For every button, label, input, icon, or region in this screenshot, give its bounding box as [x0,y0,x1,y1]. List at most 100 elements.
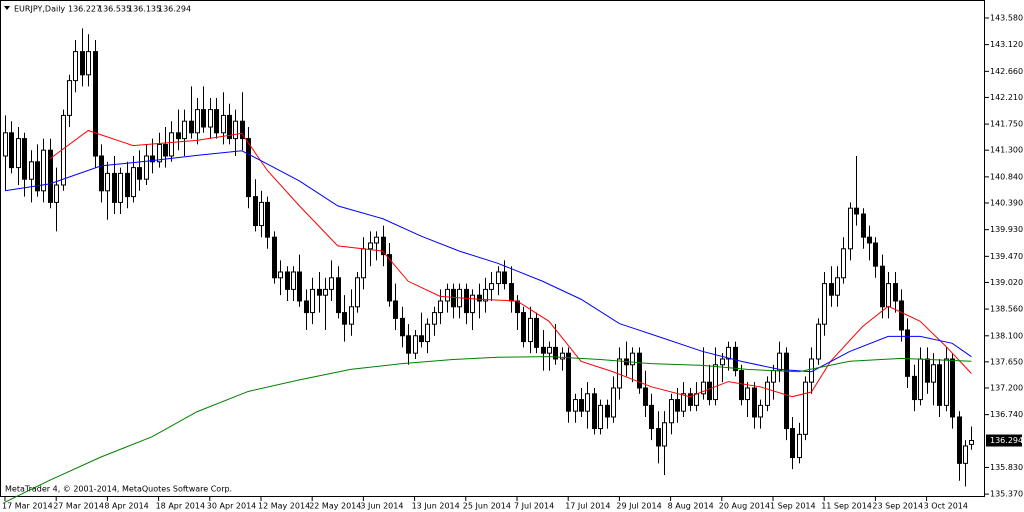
low: 136.135 [128,5,161,14]
price-label: 136.294 [990,436,1023,445]
menu-icon[interactable] [4,6,10,10]
x-tick-label: 13 Jun 2014 [412,502,460,511]
candle-body [688,393,693,406]
candle-body [521,312,526,343]
y-tick-label: 138.560 [990,305,1023,314]
candle-body [137,167,142,180]
candle-body [573,399,578,412]
candle-body [323,288,328,296]
candle-body [464,288,469,314]
candle-body [656,428,661,447]
candle-body [214,109,219,134]
candle-body [361,248,366,279]
candle-body [259,201,264,227]
candle-body [925,358,930,383]
price-box [986,434,1022,447]
candle-body [317,288,322,296]
x-tick-label: 20 Aug 2014 [719,502,770,511]
candle-body [592,393,597,430]
candle-body [669,399,674,424]
candle-body [355,277,360,308]
y-tick-label: 135.830 [990,463,1023,472]
candle-body [432,312,437,325]
candle-body [528,317,533,343]
candle-body [752,387,757,418]
candle-body [969,440,974,445]
x-tick-label: 8 Apr 2014 [104,502,148,511]
candle-body [169,132,174,157]
candle-body [681,393,686,412]
candle-body [406,335,411,354]
candle-body [477,294,482,302]
candle-body [163,143,168,157]
candle-body [29,161,34,180]
candle-body [841,248,846,279]
candle-body [720,358,725,366]
x-tick-label: 27 Mar 2014 [53,502,104,511]
x-tick-label: 3 Oct 2014 [924,502,968,511]
candle-body [201,109,206,128]
candle-body [502,271,507,285]
candle-body [189,120,194,134]
x-tick-label: 17 Mar 2014 [2,502,53,511]
x-tick-label: 25 Jun 2014 [463,502,511,511]
candle-body [547,346,552,354]
candle-body [310,288,315,314]
candle-body [912,375,917,401]
candle-body [803,381,808,435]
candle-body [918,358,923,401]
candle-body [886,283,891,308]
y-tick-label: 139.930 [990,225,1023,234]
x-tick-label: 1 Sep 2014 [770,502,816,511]
candle-body [905,329,910,377]
candle-body [611,387,616,418]
x-tick-label: 22 May 2014 [309,502,361,511]
candle-body [873,242,878,267]
candle-body [489,283,494,290]
candle-body [726,346,731,360]
candle-body [41,149,46,192]
candle-body [643,387,648,406]
candle-body [854,207,859,215]
candle-body [221,114,226,134]
candle-body [291,271,296,290]
candle-body [240,120,245,140]
candle-body [553,346,558,360]
candle-body [368,242,373,250]
candle-body [413,335,418,354]
candle-body [861,213,866,238]
candle-body [483,288,488,302]
candle-body [304,300,309,314]
y-tick-label: 140.840 [990,172,1023,181]
candle-body [694,393,699,406]
candle-body [566,352,571,412]
candle-body [496,271,501,285]
candle-body [195,109,200,134]
candle-body [649,404,654,430]
candle-body [233,120,238,140]
candle-body [950,358,955,418]
candle-body [86,51,91,76]
x-tick-label: 29 Jul 2014 [616,502,661,511]
candle-body [585,393,590,412]
y-tick-label: 136.740 [990,410,1023,419]
y-tick-label: 135.370 [990,490,1023,499]
candle-body [662,422,667,447]
candle-body [605,404,610,418]
candle-body [470,294,475,314]
candle-body [931,364,936,383]
candle-body [387,254,392,302]
y-tick-label: 138.100 [990,331,1023,340]
candle-body [112,172,117,203]
candle-body [227,114,232,140]
candle-body [816,323,821,360]
plot-frame [0,0,985,497]
y-tick-label: 141.750 [990,120,1023,129]
candle-body [419,335,424,343]
candle-body [3,132,8,157]
candle-body [118,172,123,203]
candle-body [265,201,270,238]
candle-body [393,300,398,319]
candle-body [16,138,21,169]
